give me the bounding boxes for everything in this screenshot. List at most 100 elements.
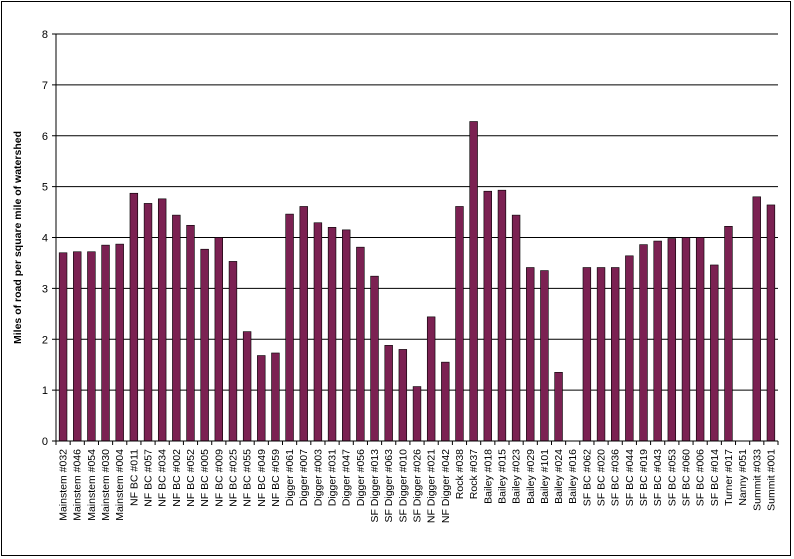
x-tick-label: Bailey #016	[567, 449, 579, 504]
bar	[766, 204, 776, 442]
bar	[455, 206, 464, 442]
bar	[73, 251, 82, 442]
x-tick-label: Bailey #029	[525, 449, 537, 504]
bar	[370, 275, 379, 442]
bar	[87, 251, 96, 442]
x-tick-label: Summit #001	[765, 449, 777, 511]
x-tick-label: NF BC #055	[242, 449, 254, 507]
x-tick-label: SF BC #036	[610, 449, 622, 506]
x-tick-label: NF BC #049	[256, 449, 268, 507]
bar	[554, 372, 563, 442]
bar	[257, 355, 266, 442]
bar	[285, 213, 294, 442]
x-tick-label: Turner #017	[723, 449, 735, 506]
bar	[327, 227, 337, 442]
x-tick-label: SF BC #006	[695, 449, 707, 506]
bar	[299, 206, 308, 442]
bar	[172, 214, 181, 442]
y-tick-label: 6	[42, 131, 48, 143]
x-tick-label: Rock #038	[454, 449, 466, 499]
bar	[695, 237, 705, 442]
x-tick-label: Mainstem #046	[72, 449, 84, 521]
bar	[214, 237, 223, 442]
x-tick-label: SF BC #044	[624, 449, 636, 506]
bar	[200, 248, 209, 442]
bar	[313, 222, 323, 442]
x-tick-label: Rock #037	[468, 449, 480, 499]
x-tick-label: Digger #056	[355, 449, 367, 506]
x-tick-label: Bailey #024	[553, 449, 565, 504]
x-tick-labels: Mainstem #032 Mainstem #046 Mainstem #054 M…	[55, 441, 779, 523]
x-tick-label: SF Digger #026	[412, 449, 424, 523]
bar	[412, 386, 422, 442]
x-tick-label: Bailey #023	[511, 449, 523, 504]
x-tick-label: Mainstem #030	[100, 449, 112, 521]
bar	[384, 345, 393, 442]
x-tick-label: NF Digger #021	[426, 449, 438, 523]
x-tick-label: SF Digger #010	[397, 449, 409, 523]
x-tick-label: NF BC #052	[185, 449, 197, 507]
bar	[667, 238, 677, 442]
bar	[398, 349, 408, 442]
x-tick-label: SF BC #043	[652, 449, 664, 506]
bar	[101, 244, 110, 442]
x-tick-label: Mainstem #054	[86, 449, 98, 521]
bar	[596, 267, 606, 442]
x-tick-label: Mainstem #032	[58, 449, 70, 521]
x-tick-label: SF BC #019	[638, 449, 650, 506]
bar	[228, 261, 238, 442]
x-tick-label: SF Digger #063	[383, 449, 395, 523]
bar	[157, 198, 167, 442]
x-tick-label: SF BC #053	[666, 449, 678, 506]
bar	[356, 246, 365, 442]
bar	[639, 244, 648, 442]
x-tick-label: Digger #061	[284, 449, 296, 506]
y-axis-title: Miles of road per square mile of watersh…	[12, 131, 24, 344]
bar	[681, 237, 691, 442]
x-tick-label: Mainstem #004	[114, 449, 126, 521]
bar	[752, 196, 761, 442]
y-tick-label: 1	[42, 385, 48, 397]
bar	[186, 224, 195, 442]
bar	[511, 214, 521, 442]
x-tick-label: Bailey #018	[482, 449, 494, 504]
x-tick-label: Digger #003	[312, 449, 324, 506]
y-tick-labels: 0 1 2 3 4 5 6 7 8	[42, 29, 56, 448]
y-tick-label: 2	[42, 334, 48, 346]
bar	[441, 361, 450, 442]
x-tick-label: SF BC #014	[709, 449, 721, 506]
bar	[426, 316, 436, 442]
x-tick-label: SF BC #060	[680, 449, 692, 506]
y-tick-label: 5	[42, 182, 48, 194]
x-tick-label: Nanny #051	[737, 449, 749, 506]
x-tick-label: NF BC #057	[143, 449, 155, 507]
y-tick-label: 3	[42, 283, 48, 295]
x-tick-label: NF BC #034	[157, 449, 169, 507]
y-tick-label: 4	[42, 233, 48, 245]
x-tick-label: Digger #007	[298, 449, 310, 506]
bar	[129, 192, 139, 442]
bar	[115, 243, 124, 442]
bar	[58, 252, 68, 442]
bar	[271, 352, 280, 442]
bar	[710, 264, 719, 442]
x-tick-label: NF BC #011	[128, 449, 140, 506]
bar	[342, 229, 351, 442]
x-tick-label: NF BC #059	[270, 449, 282, 507]
x-tick-label: NF Digger #042	[440, 449, 452, 523]
x-tick-label: Digger #047	[341, 449, 353, 506]
bar	[625, 255, 634, 442]
x-tick-label: NF BC #005	[199, 449, 211, 507]
bar	[653, 240, 662, 442]
x-tick-label: Bailey #101	[539, 449, 551, 504]
bar	[582, 267, 592, 442]
x-tick-label: Digger #031	[327, 449, 339, 506]
bars	[58, 121, 776, 442]
x-tick-label: SF Digger #013	[369, 449, 381, 523]
bar	[724, 226, 733, 442]
bar	[611, 267, 620, 442]
x-tick-label: SF BC #062	[581, 449, 593, 506]
bar	[483, 190, 492, 442]
bar	[526, 267, 535, 442]
